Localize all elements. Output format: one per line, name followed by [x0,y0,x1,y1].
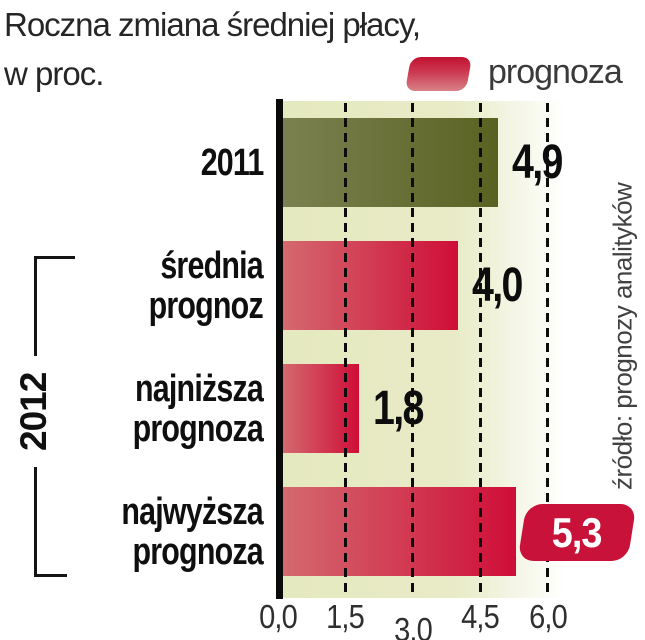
value-label-4,9: 4,9 [512,136,563,189]
legend-forecast-label: prognoza [488,53,623,91]
category-label-line: średnia [160,245,263,287]
value-badge-text: 5,3 [552,508,602,556]
bar-najniższa-prognoza [283,364,359,453]
value-label-4,0: 4,0 [472,259,523,312]
bar-średnia-prognoz [283,241,458,330]
bracket-2012-bottom-tick [34,574,67,577]
category-label-line: najniższa [135,368,264,410]
gridline-1,5 [343,103,347,597]
gridline-6,0 [546,103,549,597]
chart-title: Roczna zmiana średniej płacy, w proc. [4,0,421,98]
chart-title-line1: Roczna zmiana średniej płacy, [4,6,421,43]
bracket-2012-vertical-upper [34,256,37,356]
category-label-line: prognoz [148,285,264,327]
gridline-3,0 [411,103,414,597]
x-tick-label-0,0: 0,0 [258,598,298,635]
legend-forecast-swatch-icon [405,57,472,91]
bar-najwyższa-prognoza [283,487,516,576]
category-label-line: 2011 [200,142,264,184]
bracket-2012-vertical-lower [34,467,37,577]
x-tick-label-3,0: 3,0 [393,611,433,640]
group-label-2012: 2012 [13,372,54,452]
value-label-1,8: 1,8 [373,382,424,435]
category-label-line: prognoza [132,531,264,573]
category-label-line: prognoza [132,408,264,450]
category-label-najniższa-prognoza: najniższa prognoza [132,368,264,450]
y-axis-line [276,99,283,599]
category-label-2011: 2011 [200,142,264,184]
gridline-4,5 [478,103,482,597]
bar-2011 [283,118,498,207]
source-note: źródło: prognozy analityków [607,182,638,490]
category-label-średnia-prognoz: średnia prognoz [148,245,264,327]
x-tick-label-4,5: 4,5 [461,598,500,635]
category-label-najwyższa-prognoza: najwyższa prognoza [122,492,264,572]
bracket-2012-top-tick [34,256,75,259]
value-badge-5,3: 5,3 [517,504,637,561]
category-label-line: najwyższa [121,491,264,533]
x-tick-label-1,5: 1,5 [326,598,365,635]
chart-title-line2: w proc. [4,55,104,92]
x-tick-label-6,0: 6,0 [528,598,568,635]
